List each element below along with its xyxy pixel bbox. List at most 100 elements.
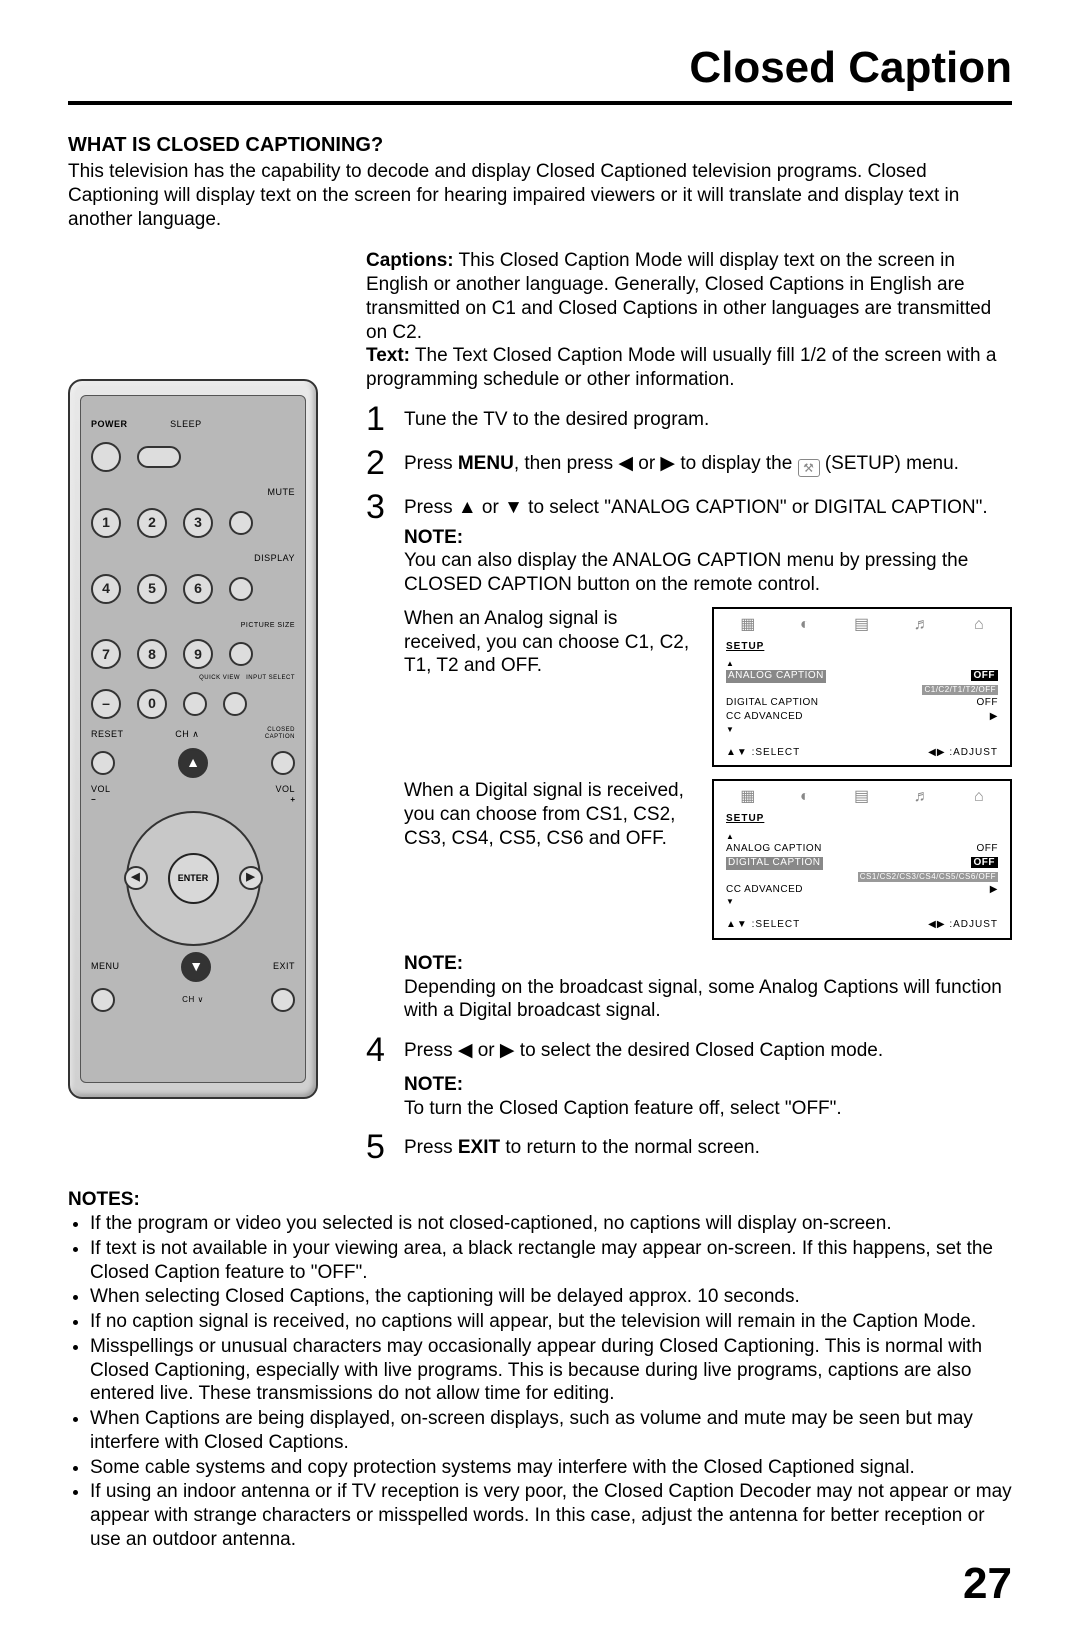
vol-label-l: VOL [91, 784, 111, 794]
note-item: If the program or video you selected is … [90, 1212, 1012, 1236]
text-label: Text: [366, 345, 410, 366]
osd-off-chip: OFF [971, 670, 999, 681]
osd-arrow: ▶ [990, 884, 998, 897]
closedcap-label: CLOSED CAPTION [251, 727, 295, 742]
step-4-note-head: NOTE: [404, 1073, 1012, 1097]
note-item: If using an indoor antenna or if TV rece… [90, 1480, 1012, 1551]
exit-label: EXIT [273, 961, 295, 972]
chup-label: CH ∧ [175, 729, 199, 740]
note-item: If no caption signal is received, no cap… [90, 1310, 1012, 1334]
tab-icon: ◐ [800, 615, 810, 635]
osd-analog-screenshot: ▦◐▤♬⌂ SETUP ▲ ANALOG CAPTIONOFF C1/C2/T1… [712, 607, 1012, 768]
note-item: When Captions are being displayed, on-sc… [90, 1407, 1012, 1455]
page-title: Closed Caption [68, 40, 1012, 105]
ch-up-button-dark[interactable]: ▲ [178, 748, 208, 778]
section-heading: WHAT IS CLOSED CAPTIONING? [68, 133, 1012, 158]
num-2-button[interactable]: 2 [137, 508, 167, 538]
tab-icon: ⌂ [974, 787, 984, 807]
quickview-button[interactable] [183, 692, 207, 716]
sleep-button[interactable] [137, 446, 181, 468]
osd-digital-screenshot: ▦◐▤♬⌂ SETUP ▲ ANALOG CAPTIONOFF DIGITAL … [712, 779, 1012, 940]
osd-digital-row: DIGITAL CAPTION [726, 857, 823, 870]
menu-label: MENU [91, 961, 120, 972]
num-1-button[interactable]: 1 [91, 508, 121, 538]
step-4-note-text: To turn the Closed Caption feature off, … [404, 1097, 1012, 1121]
step-5-number: 5 [366, 1130, 392, 1164]
picsize-label: PICTURE SIZE [241, 622, 295, 629]
dash-button[interactable]: – [91, 689, 121, 719]
num-9-button[interactable]: 9 [183, 639, 213, 669]
num-5-button[interactable]: 5 [137, 574, 167, 604]
notes-list: If the program or video you selected is … [68, 1212, 1012, 1552]
mute-button[interactable] [229, 511, 253, 535]
captions-label: Captions: [366, 250, 454, 271]
power-label: POWER [91, 419, 128, 430]
tab-icon: ♬ [914, 787, 930, 807]
broadcast-note-text: Depending on the broadcast signal, some … [404, 976, 1012, 1024]
text-text: The Text Closed Caption Mode will usuall… [366, 345, 996, 390]
step-4-number: 4 [366, 1033, 392, 1120]
ch-down-button-dark[interactable]: ▼ [181, 952, 211, 982]
vol-label-r: VOL [275, 784, 295, 794]
closed-caption-button[interactable] [271, 751, 295, 775]
osd-setup-label: SETUP [714, 813, 1010, 830]
osd-cc-row: CC ADVANCED [726, 711, 803, 724]
note-item: When selecting Closed Captions, the capt… [90, 1285, 1012, 1309]
tab-icon: ▦ [740, 615, 755, 635]
page-number: 27 [68, 1556, 1012, 1611]
osd-select-label: ▲▼ :SELECT [726, 919, 800, 932]
menu-button[interactable] [91, 988, 115, 1012]
vol-down-button[interactable]: ◀ [124, 866, 148, 890]
osd-arrow: ▶ [990, 711, 998, 724]
quickview-label: QUICK VIEW [199, 675, 240, 683]
intro-paragraph: This television has the capability to de… [68, 160, 1012, 231]
power-button[interactable] [91, 442, 121, 472]
osd-analog-row: ANALOG CAPTION [726, 843, 822, 856]
osd-off-value: OFF [977, 697, 999, 710]
sleep-label: SLEEP [170, 419, 202, 430]
num-8-button[interactable]: 8 [137, 639, 167, 669]
inputselect-button[interactable] [223, 692, 247, 716]
step-4-text: Press ◀ or ▶ to select the desired Close… [404, 1039, 1012, 1063]
note-item: Some cable systems and copy protection s… [90, 1456, 1012, 1480]
broadcast-note-head: NOTE: [404, 952, 1012, 976]
notes-heading: NOTES: [68, 1188, 1012, 1212]
captions-paragraph: Captions: This Closed Caption Mode will … [366, 249, 1012, 344]
osd-analog-row: ANALOG CAPTION [726, 670, 826, 683]
osd-adjust-label: ◀▶ :ADJUST [928, 747, 998, 760]
picture-size-button[interactable] [229, 642, 253, 666]
tab-icon: ▤ [854, 615, 869, 635]
osd-cc-row: CC ADVANCED [726, 884, 803, 897]
vol-up-button[interactable]: ▶ [239, 866, 263, 890]
display-button[interactable] [229, 577, 253, 601]
num-3-button[interactable]: 3 [183, 508, 213, 538]
mute-label: MUTE [268, 487, 296, 497]
remote-control-figure: POWER SLEEP MUTE 123 DISPLAY 456 PICTURE… [68, 379, 318, 1099]
osd-select-label: ▲▼ :SELECT [726, 747, 800, 760]
tab-icon: ♬ [914, 615, 930, 635]
num-7-button[interactable]: 7 [91, 639, 121, 669]
tab-icon: ▦ [740, 787, 755, 807]
reset-label: RESET [91, 729, 124, 740]
osd-off-chip: OFF [971, 857, 999, 868]
osd-analog-opts: C1/C2/T1/T2/OFF [922, 685, 998, 695]
vol-plus-label: + [290, 795, 295, 804]
step-2-number: 2 [366, 446, 392, 480]
osd-digital-opts: CS1/CS2/CS3/CS4/CS5/CS6/OFF [858, 872, 998, 882]
setup-icon: ⚒ [798, 459, 820, 477]
num-4-button[interactable]: 4 [91, 574, 121, 604]
num-0-button[interactable]: 0 [137, 689, 167, 719]
tab-icon: ◐ [800, 787, 810, 807]
osd-off-value: OFF [977, 843, 999, 856]
note-item: Misspellings or unusual characters may o… [90, 1335, 1012, 1406]
note-item: If text is not available in your viewing… [90, 1237, 1012, 1285]
num-6-button[interactable]: 6 [183, 574, 213, 604]
inputselect-label: INPUT SELECT [246, 675, 295, 683]
tab-icon: ⌂ [974, 615, 984, 635]
enter-button[interactable]: ENTER [168, 853, 219, 904]
display-label: DISPLAY [254, 553, 295, 563]
step-2-text: Press MENU, then press ◀ or ▶ to display… [404, 446, 1012, 480]
exit-button[interactable] [271, 988, 295, 1012]
reset-button[interactable] [91, 751, 115, 775]
dpad-ring: ◀ ▶ ENTER [126, 811, 261, 946]
